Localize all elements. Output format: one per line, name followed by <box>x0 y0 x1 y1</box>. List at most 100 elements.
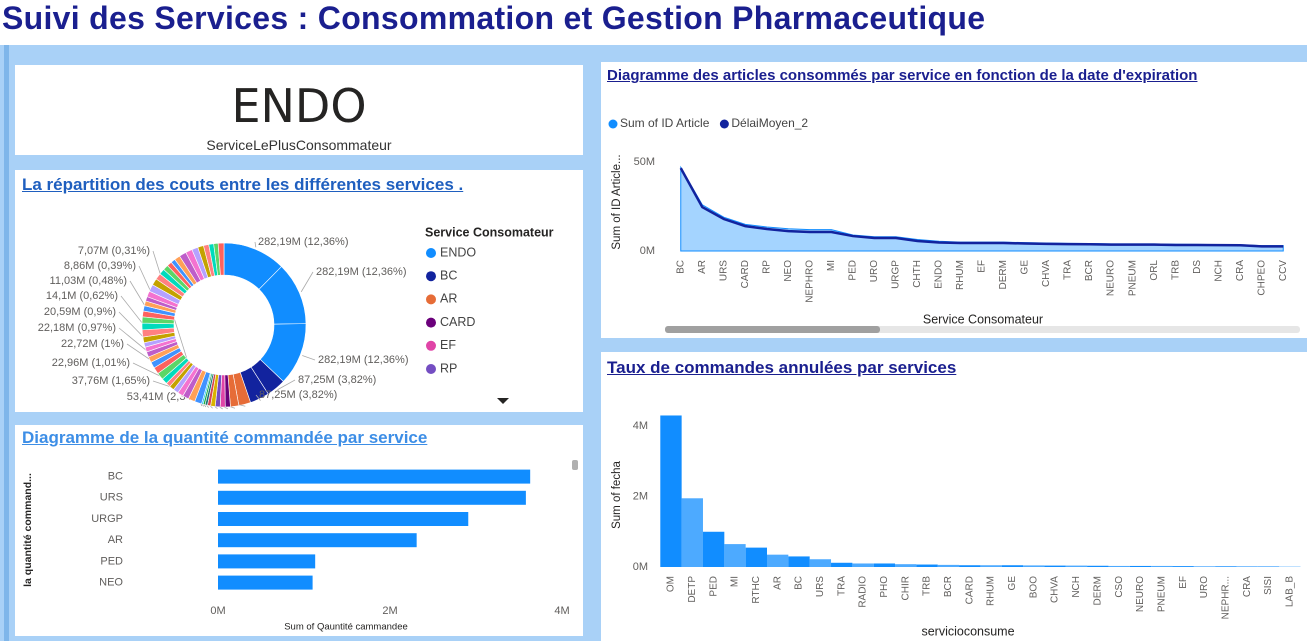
data-label: 20,59M (0,9%) <box>44 306 116 318</box>
area <box>680 165 1284 252</box>
column <box>745 547 767 567</box>
scrollbar-thumb[interactable] <box>665 326 880 333</box>
bar <box>218 469 531 484</box>
data-label: 22,96M (1,01%) <box>52 357 130 369</box>
y-tick-label: PED <box>100 555 123 567</box>
donut-slice <box>217 242 225 276</box>
y-axis-title: la quantité command... <box>22 473 34 587</box>
x-tick-label: PED <box>848 260 859 281</box>
y-axis-title: Sum of fecha <box>611 461 623 529</box>
column <box>895 564 917 567</box>
x-tick-label: 4M <box>554 605 569 617</box>
x-axis-title: Sum of Qauntité cammandee <box>284 622 408 633</box>
column <box>959 565 981 567</box>
x-tick-label: NEURO <box>1106 260 1117 296</box>
y-tick-label: 4M <box>633 420 648 432</box>
x-tick-label: URO <box>1199 576 1210 598</box>
y-tick-label: 0M <box>640 245 655 257</box>
x-tick-label: 2M <box>382 605 397 617</box>
x-tick-label: RHUM <box>986 576 997 606</box>
column <box>916 564 938 567</box>
x-tick-label: TRA <box>836 576 847 596</box>
x-tick-label: TRB <box>1170 260 1181 280</box>
legend-swatch <box>426 248 436 258</box>
x-tick-label: TRA <box>1063 260 1074 280</box>
leader-line <box>300 271 314 293</box>
x-tick-label: BOO <box>1028 576 1039 598</box>
x-tick-label: CHPEO <box>1256 260 1267 296</box>
x-tick-label: ORL <box>1149 260 1160 281</box>
legend-dropdown[interactable] <box>497 398 509 404</box>
x-tick-label: CARD <box>964 576 975 604</box>
column <box>1193 566 1216 567</box>
x-tick-label: SISI <box>1263 576 1274 595</box>
legend-label: EF <box>440 338 456 352</box>
column <box>1108 565 1130 567</box>
x-tick-label: RADIO <box>858 576 869 608</box>
column <box>1044 565 1066 567</box>
x-tick-label: CARD <box>740 260 751 288</box>
x-tick-label: AR <box>772 576 783 590</box>
x-tick-label: URS <box>815 576 826 597</box>
column <box>1065 565 1088 567</box>
x-tick-label: URS <box>718 260 729 281</box>
line <box>679 167 1284 248</box>
data-label: 37,76M (1,65%) <box>72 375 150 387</box>
data-label: 7,07M (0,31%) <box>78 245 150 257</box>
bar <box>218 512 469 526</box>
column <box>980 565 1002 567</box>
column <box>681 498 703 567</box>
x-tick-label: PNEUM <box>1156 576 1167 612</box>
column <box>1001 565 1024 567</box>
data-label: 8,86M (0,39%) <box>64 260 136 272</box>
x-tick-label: BC <box>794 576 805 590</box>
card-panel: ENDO ServiceLePlusConsommateur <box>15 65 583 155</box>
x-tick-label: CHTH <box>912 260 923 288</box>
y-tick-label: BC <box>108 471 123 483</box>
x-tick-label: BC <box>675 260 686 274</box>
legend-swatch <box>426 271 436 282</box>
x-tick-label: MI <box>826 260 837 271</box>
chart-title: Diagramme des articles consommés par ser… <box>607 67 1198 84</box>
column <box>1087 565 1109 567</box>
y-axis-title: Sum of ID Article... <box>611 154 623 249</box>
data-label: 11,03M (0,48%) <box>50 275 127 287</box>
y-tick-label: URS <box>100 492 123 504</box>
legend-swatch <box>426 294 436 305</box>
column <box>1172 566 1194 567</box>
column <box>852 563 874 567</box>
x-tick-label: CRA <box>1235 260 1246 281</box>
column <box>724 544 746 567</box>
x-tick-label: AR <box>697 260 708 274</box>
column <box>1215 566 1237 567</box>
x-tick-label: URO <box>869 260 880 282</box>
x-tick-label: BCR <box>943 576 954 597</box>
y-tick-label: 50M <box>634 156 655 168</box>
x-tick-label: CHVA <box>1041 260 1052 287</box>
x-tick-label: CRA <box>1242 576 1253 597</box>
x-tick-label: RP <box>761 260 772 274</box>
x-tick-label: ENDO <box>934 260 945 289</box>
column <box>702 531 725 567</box>
legend-label: BC <box>440 268 457 282</box>
leader-line <box>277 379 296 391</box>
scrollbar-thumb[interactable] <box>572 460 578 470</box>
data-label: 87,25M (3,82%) <box>259 389 337 401</box>
bar-panel <box>15 425 583 636</box>
legend-label: AR <box>440 292 457 306</box>
data-label: 282,19M (12,36%) <box>258 236 349 248</box>
x-tick-label: PED <box>708 576 719 597</box>
chart-title: La répartition des couts entre les diffé… <box>22 175 464 194</box>
y-tick-label: 0M <box>633 561 648 573</box>
card-value: ENDO <box>231 79 367 133</box>
column <box>1129 565 1152 567</box>
x-tick-label: OM <box>666 576 677 592</box>
x-tick-label: 0M <box>210 605 225 617</box>
x-tick-label: CSO <box>1114 576 1125 598</box>
x-tick-label: MI <box>730 576 741 587</box>
column <box>1023 565 1045 567</box>
column <box>660 415 682 567</box>
x-tick-label: NCH <box>1213 260 1224 282</box>
data-label: 22,18M (0,97%) <box>38 322 116 334</box>
